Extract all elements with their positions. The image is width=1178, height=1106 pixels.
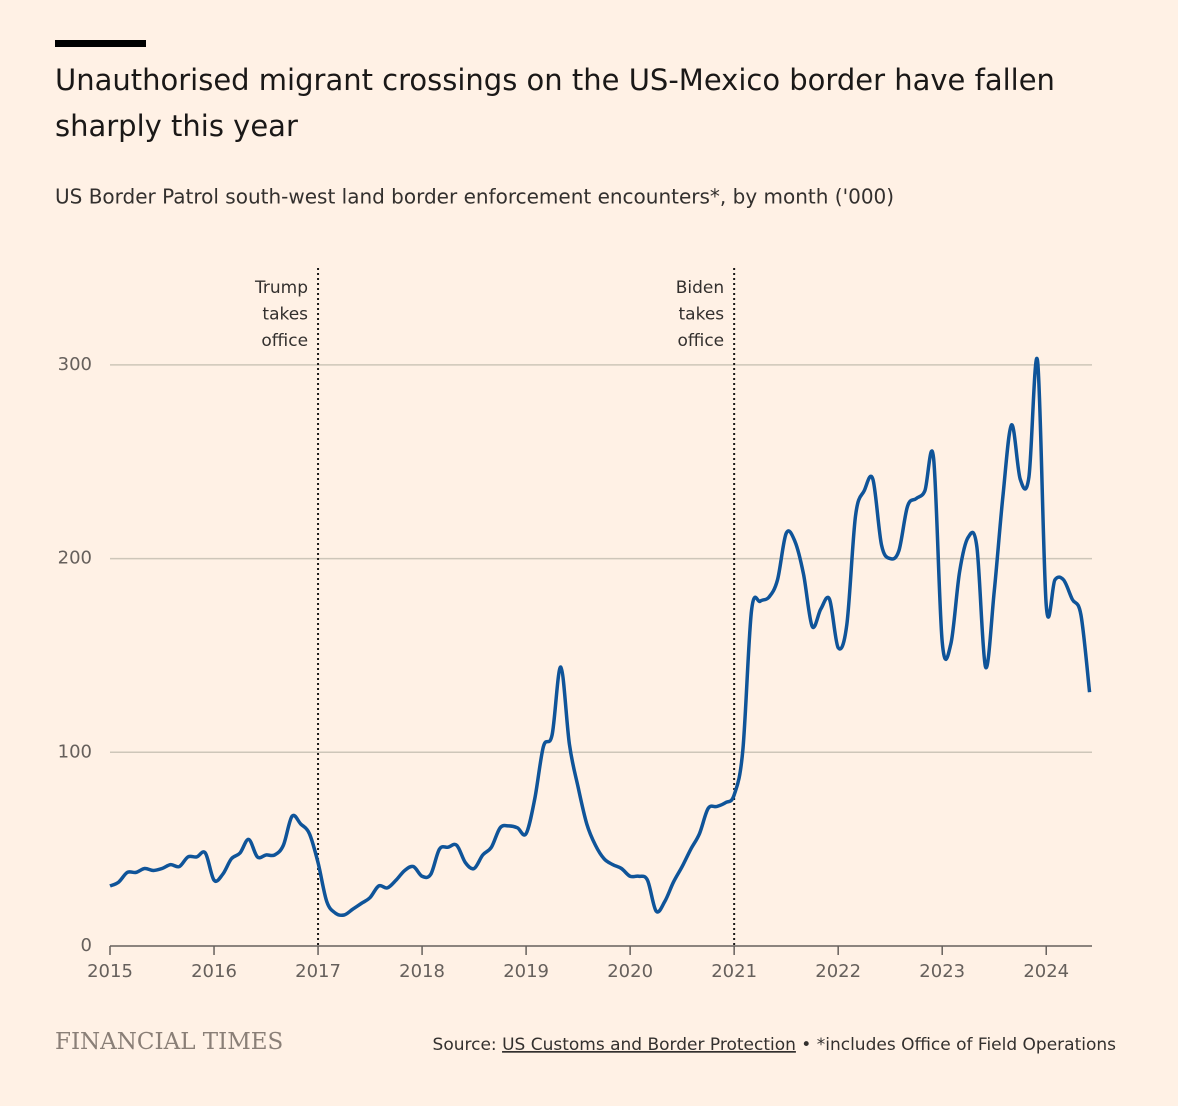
- x-tick-label: 2024: [1023, 961, 1069, 982]
- y-tick-label: 200: [58, 548, 92, 569]
- brand: FINANCIAL TIMES: [55, 1029, 283, 1055]
- x-tick-label: 2016: [191, 961, 237, 982]
- x-tick-label: 2015: [87, 961, 133, 982]
- source-note: • *includes Office of Field Operations: [801, 1035, 1116, 1055]
- annotation-label: Biden takes office: [676, 278, 725, 351]
- x-tick-label: 2022: [815, 961, 861, 982]
- x-tick-label: 2020: [607, 961, 653, 982]
- chart-subtitle: US Border Patrol south-west land border …: [55, 185, 894, 209]
- x-tick-label: 2019: [503, 961, 549, 982]
- source-link[interactable]: US Customs and Border Protection: [502, 1035, 796, 1055]
- y-tick-label: 100: [58, 741, 92, 762]
- annotation-label: Trump takes office: [254, 278, 308, 351]
- x-tick-label: 2018: [399, 961, 445, 982]
- source: Source: US Customs and Border Protection…: [433, 1035, 1117, 1055]
- data-line: [109, 356, 1092, 918]
- x-tick-label: 2021: [711, 961, 757, 982]
- x-tick-label: 2023: [919, 961, 965, 982]
- chart-title: Unauthorised migrant crossings on the US…: [55, 63, 1055, 143]
- title-bar: [55, 40, 146, 47]
- x-tick-label: 2017: [295, 961, 341, 982]
- source-label: Source:: [433, 1035, 497, 1055]
- y-tick-label: 300: [58, 354, 92, 375]
- y-tick-label: 0: [81, 935, 92, 956]
